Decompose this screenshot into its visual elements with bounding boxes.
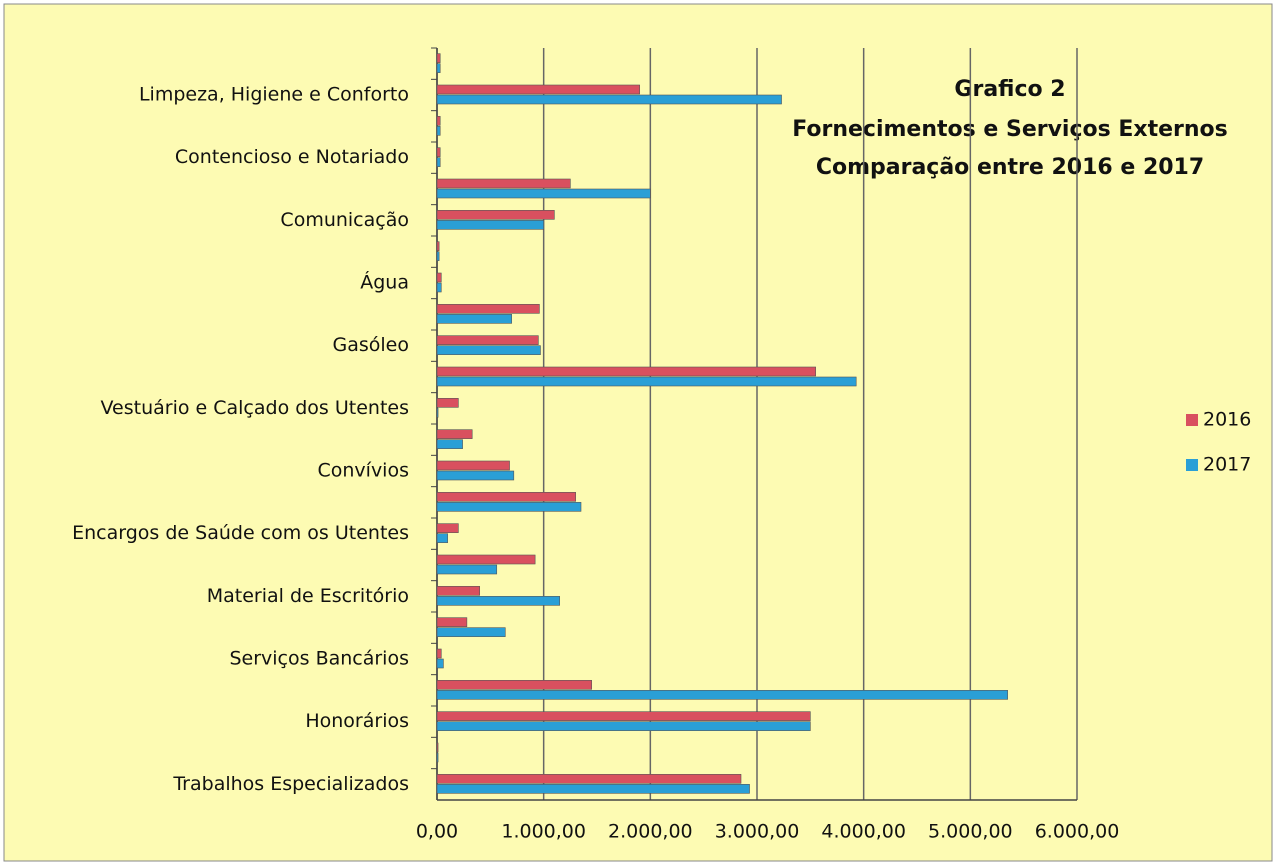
x-tick-label: 3.000,00 [715, 821, 800, 843]
bar [436, 63, 441, 73]
x-tick-label: 1.000,00 [501, 821, 586, 843]
bar [436, 251, 440, 261]
bar [436, 157, 441, 167]
bar [436, 147, 441, 157]
bar [436, 210, 555, 220]
bar [436, 282, 442, 293]
bar [436, 272, 442, 283]
bar [436, 586, 480, 596]
y-tick-label: Vestuário e Calçado dos Utentes [101, 397, 409, 419]
bar [436, 648, 442, 659]
bar [436, 314, 512, 324]
bar [436, 408, 439, 418]
bar [436, 241, 440, 251]
bar [436, 596, 560, 606]
x-tick-label: 4.000,00 [821, 821, 906, 843]
bar [436, 721, 811, 731]
y-tick-label: Serviços Bancários [229, 648, 409, 670]
bar [436, 742, 439, 753]
y-tick-label: Honorários [305, 710, 409, 732]
y-tick-label: Gasóleo [333, 334, 409, 356]
bar [436, 752, 439, 763]
bar [436, 617, 468, 627]
bar [436, 178, 571, 189]
x-tick-label: 6.000,00 [1035, 821, 1120, 843]
bar [436, 335, 539, 345]
bar [436, 345, 541, 355]
legend-swatch [1186, 459, 1198, 471]
bar [436, 439, 463, 449]
bar [436, 784, 750, 794]
bar [436, 84, 640, 95]
y-tick-label: Contencioso e Notariado [175, 146, 409, 168]
bar [436, 774, 742, 784]
bar [436, 564, 498, 575]
bar [436, 398, 459, 408]
x-tick-label: 5.000,00 [928, 821, 1013, 843]
bar [436, 680, 592, 690]
y-tick-label: Água [360, 271, 409, 294]
bar [436, 376, 857, 387]
chart-title: Grafico 2 [954, 77, 1065, 102]
bar [436, 554, 536, 565]
x-tick-label: 0,00 [416, 821, 458, 843]
y-tick-label: Comunicação [280, 209, 409, 231]
y-tick-label: Material de Escritório [207, 585, 409, 607]
x-tick-label: 2.000,00 [608, 821, 693, 843]
legend-label: 2017 [1203, 454, 1251, 476]
bar [436, 711, 811, 721]
y-tick-label: Encargos de Saúde com os Utentes [72, 522, 409, 544]
bar [436, 220, 544, 230]
chart-subtitle: Fornecimentos e Serviços Externos [792, 117, 1228, 142]
legend-label: 2016 [1203, 409, 1251, 431]
legend-swatch [1186, 414, 1198, 426]
bar [436, 366, 816, 377]
chart-subtitle: Comparação entre 2016 e 2017 [816, 155, 1204, 180]
bar [436, 502, 582, 512]
bar [436, 460, 510, 471]
bar [436, 94, 782, 105]
bar [436, 429, 473, 439]
bar [436, 470, 515, 481]
bar [436, 658, 444, 669]
bar [436, 492, 576, 502]
bar [436, 126, 441, 136]
bar [436, 188, 651, 199]
bar [436, 53, 441, 63]
y-tick-label: Trabalhos Especializados [172, 773, 409, 795]
bar [436, 116, 441, 126]
bar [436, 523, 459, 533]
y-tick-label: Convívios [317, 460, 409, 482]
bar [436, 533, 448, 543]
bar [436, 690, 1008, 700]
bar [436, 304, 540, 314]
y-tick-label: Limpeza, Higiene e Conforto [139, 84, 409, 106]
bar [436, 627, 506, 637]
